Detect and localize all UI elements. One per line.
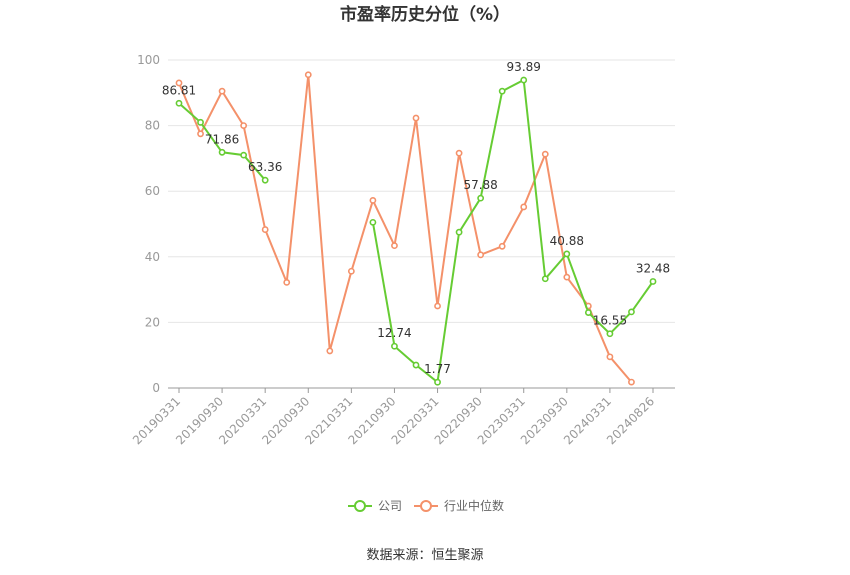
data-label: 12.74	[377, 326, 411, 340]
data-source: 数据来源：恒生聚源	[366, 548, 483, 563]
data-point-industry-median	[628, 378, 635, 386]
data-point-company	[391, 342, 398, 350]
grid	[168, 59, 675, 323]
series-line-industry-median	[178, 74, 633, 383]
data-point-industry-median	[283, 278, 291, 286]
data-point-industry-median	[347, 267, 355, 275]
legend: 公司 行业中位数	[348, 498, 504, 513]
y-axis: 0 20 40 60 80 100	[137, 53, 160, 395]
data-point-company	[520, 76, 528, 84]
data-label: 86.81	[162, 83, 196, 97]
data-point-company	[628, 308, 635, 316]
data-point-company	[541, 275, 549, 283]
data-point-industry-median	[434, 302, 441, 310]
data-point-industry-median	[455, 149, 463, 157]
legend-item-industry-median[interactable]: 行业中位数	[414, 498, 504, 513]
data-point-company	[240, 151, 248, 159]
data-label: 32.48	[636, 261, 670, 275]
data-point-company	[584, 309, 592, 316]
data-labels: 86.81 71.86 63.36 12.74 1.77 57.88 93.89 40.88 1…	[162, 60, 670, 376]
data-point-company	[412, 361, 420, 369]
data-label: 63.36	[248, 160, 282, 174]
series	[175, 71, 657, 386]
data-point-company	[175, 99, 183, 107]
y-tick-label: 60	[145, 184, 160, 198]
x-axis: 2019033120190930202003312020093020210331…	[130, 387, 675, 447]
y-tick-label: 100	[137, 53, 160, 67]
data-point-industry-median	[606, 353, 614, 361]
data-point-industry-median	[218, 87, 226, 95]
y-tick-label: 20	[145, 315, 160, 329]
legend-label-industry-median: 行业中位数	[444, 498, 504, 513]
data-point-industry-median	[369, 196, 377, 204]
chart-title: 市盈率历史分位（%）	[340, 4, 510, 25]
data-label: 16.55	[593, 314, 627, 328]
data-point-industry-median	[175, 79, 183, 87]
y-tick-label: 40	[145, 250, 160, 264]
data-point-company	[455, 228, 463, 236]
data-point-company	[369, 218, 377, 226]
data-point-industry-median	[304, 71, 312, 79]
data-point-company	[477, 194, 485, 202]
data-label: 71.86	[205, 132, 239, 146]
data-label: 93.89	[507, 60, 541, 74]
legend-label-company: 公司	[378, 499, 402, 513]
data-point-company	[261, 176, 269, 184]
y-tick-label: 80	[145, 119, 160, 133]
data-label: 40.88	[550, 234, 584, 248]
data-point-company	[218, 148, 226, 156]
legend-marker-company	[354, 500, 366, 512]
data-point-industry-median	[412, 114, 420, 122]
data-point-company	[563, 250, 571, 258]
data-point-industry-median	[563, 273, 571, 281]
data-point-company	[649, 278, 657, 285]
data-point-industry-median	[477, 251, 485, 259]
data-point-industry-median	[261, 226, 269, 233]
legend-marker-industry-median	[420, 500, 432, 512]
legend-item-company[interactable]: 公司	[348, 499, 402, 513]
data-point-industry-median	[326, 347, 334, 355]
data-point-industry-median	[197, 130, 204, 138]
data-point-industry-median	[520, 203, 528, 211]
series-line-company	[371, 78, 654, 385]
data-point-industry-median	[240, 122, 248, 129]
data-label: 57.88	[463, 178, 497, 192]
data-point-industry-median	[498, 242, 506, 250]
data-point-company	[197, 118, 204, 126]
data-label: 1.77	[424, 362, 451, 376]
data-point-industry-median	[391, 242, 398, 250]
data-point-industry-median	[541, 150, 549, 158]
data-point-company	[434, 378, 441, 386]
data-point-company	[606, 330, 614, 338]
y-tick-label: 0	[152, 381, 160, 395]
data-point-company	[498, 87, 506, 95]
